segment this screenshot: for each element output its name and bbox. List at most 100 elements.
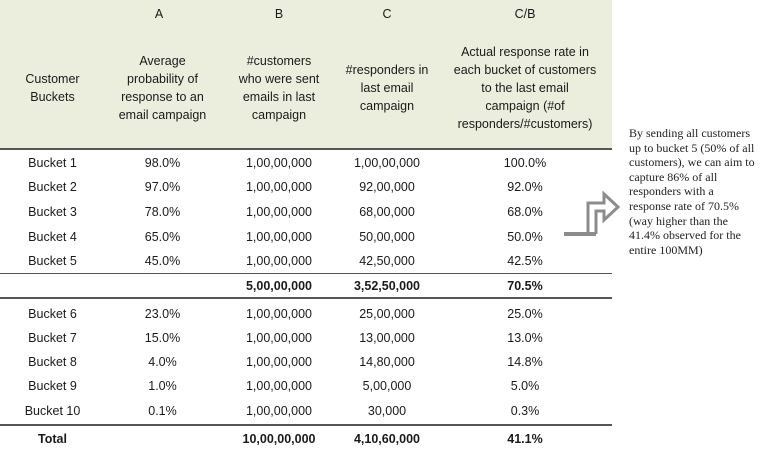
probability-cell: 97.0% — [144, 180, 181, 194]
header-line: campaign — [251, 107, 307, 122]
bucket-cell: Bucket 3 — [28, 205, 77, 219]
customers-cell: 1,00,00,000 — [245, 331, 313, 345]
header-line: Buckets — [30, 89, 75, 104]
responders-cell: 1,00,00,000 — [353, 156, 421, 170]
header-line: Actual response rate in — [461, 44, 589, 59]
responders-cell: 25,00,000 — [359, 307, 415, 321]
header-line: Average — [139, 53, 186, 68]
subtotal-responders: 3,52,50,000 — [353, 278, 421, 293]
probability-cell: 23.0% — [144, 307, 181, 321]
rate-cell: 25.0% — [507, 307, 543, 321]
probability-cell: 98.0% — [144, 156, 181, 170]
total-label: Total — [38, 432, 67, 446]
note-line: customers), we can aim to — [629, 155, 755, 170]
header-line: responders/#customers) — [457, 116, 593, 131]
note-line: response rate of 70.5% — [629, 198, 739, 213]
bucket-cell: Bucket 4 — [28, 230, 77, 244]
header-line: email campaign — [118, 107, 207, 122]
total-customers: 10,00,00,000 — [242, 432, 316, 446]
step-arrow-icon — [564, 190, 621, 236]
annotation-note: By sending all customers up to bucket 5 … — [629, 126, 779, 257]
rate-cell: 5.0% — [510, 379, 540, 393]
customers-cell: 1,00,00,000 — [245, 205, 313, 219]
header-line: each bucket of customers — [453, 62, 597, 77]
bucket-cell: Bucket 5 — [28, 254, 77, 268]
rate-cell: 0.3% — [510, 404, 540, 418]
column-letter-c: C — [382, 6, 392, 21]
header-row — [0, 27, 612, 148]
column-letter-c-over-b: C/B — [514, 6, 536, 21]
header-customers-sent: #customers who were sent emails in last … — [225, 27, 333, 148]
bucket-cell: Bucket 1 — [28, 156, 77, 170]
column-letter-row — [0, 0, 612, 27]
customers-cell: 1,00,00,000 — [245, 180, 313, 194]
bucket-cell: Bucket 8 — [28, 355, 77, 369]
rate-cell: 13.0% — [507, 331, 543, 345]
responders-cell: 92,00,000 — [359, 180, 415, 194]
subtotal-customers: 5,00,00,000 — [245, 278, 313, 293]
total-divider — [0, 424, 612, 426]
probability-cell: 78.0% — [144, 205, 181, 219]
customers-cell: 1,00,00,000 — [245, 156, 313, 170]
header-line: campaign — [359, 98, 415, 113]
header-divider — [0, 148, 612, 150]
probability-cell: 1.0% — [148, 379, 177, 393]
header-line: #customers — [246, 53, 312, 68]
responders-cell: 50,00,000 — [359, 230, 415, 244]
column-letter-a: A — [154, 6, 164, 21]
customers-cell: 1,00,00,000 — [245, 230, 313, 244]
note-line: responders with a — [629, 184, 714, 199]
header-line: emails in last — [242, 89, 316, 104]
bucket-cell: Bucket 2 — [28, 180, 77, 194]
header-actual-response-rate: Actual response rate in each bucket of c… — [445, 27, 605, 148]
customers-cell: 1,00,00,000 — [245, 355, 313, 369]
bucket-cell: Bucket 6 — [28, 307, 77, 321]
note-line: 41.4% observed for the — [629, 228, 741, 243]
responders-cell: 30,000 — [367, 404, 407, 418]
total-responders: 4,10,60,000 — [353, 432, 421, 446]
header-average-probability: Average probability of response to an em… — [105, 27, 220, 148]
header-line: Customer — [25, 71, 80, 86]
response-rate-table: A B C C/B Customer Buckets Average proba… — [0, 0, 612, 446]
customers-cell: 1,00,00,000 — [245, 307, 313, 321]
probability-cell: 0.1% — [148, 404, 177, 418]
bucket-cell: Bucket 7 — [28, 331, 77, 345]
bucket-cell: Bucket 9 — [28, 379, 77, 393]
responders-cell: 5,00,000 — [362, 379, 412, 393]
header-line: who were sent — [238, 71, 320, 86]
bucket-cell: Bucket 10 — [24, 404, 81, 418]
rate-cell: 50.0% — [507, 230, 543, 244]
note-line: capture 86% of all — [629, 169, 718, 184]
responders-cell: 13,00,000 — [359, 331, 415, 345]
subtotal-divider — [0, 297, 612, 299]
header-line: #responders in — [345, 62, 429, 77]
rate-cell: 92.0% — [507, 180, 543, 194]
probability-cell: 4.0% — [148, 355, 177, 369]
rate-cell: 42.5% — [507, 254, 543, 268]
rate-cell: 68.0% — [507, 205, 543, 219]
responders-cell: 42,50,000 — [359, 254, 415, 268]
customers-cell: 1,00,00,000 — [245, 404, 313, 418]
rate-cell: 100.0% — [503, 156, 547, 170]
note-line: up to bucket 5 (50% of all — [629, 140, 755, 155]
header-line: last email — [360, 80, 414, 95]
total-rate: 41.1% — [507, 432, 543, 446]
header-line: campaign (#of — [485, 98, 565, 113]
customers-cell: 1,00,00,000 — [245, 254, 313, 268]
group1-divider — [0, 273, 612, 274]
column-letter-b: B — [274, 6, 284, 21]
note-line: By sending all customers — [629, 126, 750, 140]
customers-cell: 1,00,00,000 — [245, 379, 313, 393]
note-line: entire 100MM) — [629, 242, 703, 257]
probability-cell: 65.0% — [144, 230, 181, 244]
note-line: (way higher than the — [629, 213, 728, 228]
header-line: probability of — [127, 71, 198, 86]
subtotal-rate: 70.5% — [507, 278, 543, 293]
responders-cell: 68,00,000 — [359, 205, 415, 219]
probability-cell: 45.0% — [144, 254, 181, 268]
responders-cell: 14,80,000 — [359, 355, 415, 369]
rate-cell: 14.8% — [507, 355, 543, 369]
header-customer-buckets: Customer Buckets — [0, 27, 105, 148]
header-responders: #responders in last email campaign — [335, 27, 439, 148]
probability-cell: 15.0% — [144, 331, 181, 345]
